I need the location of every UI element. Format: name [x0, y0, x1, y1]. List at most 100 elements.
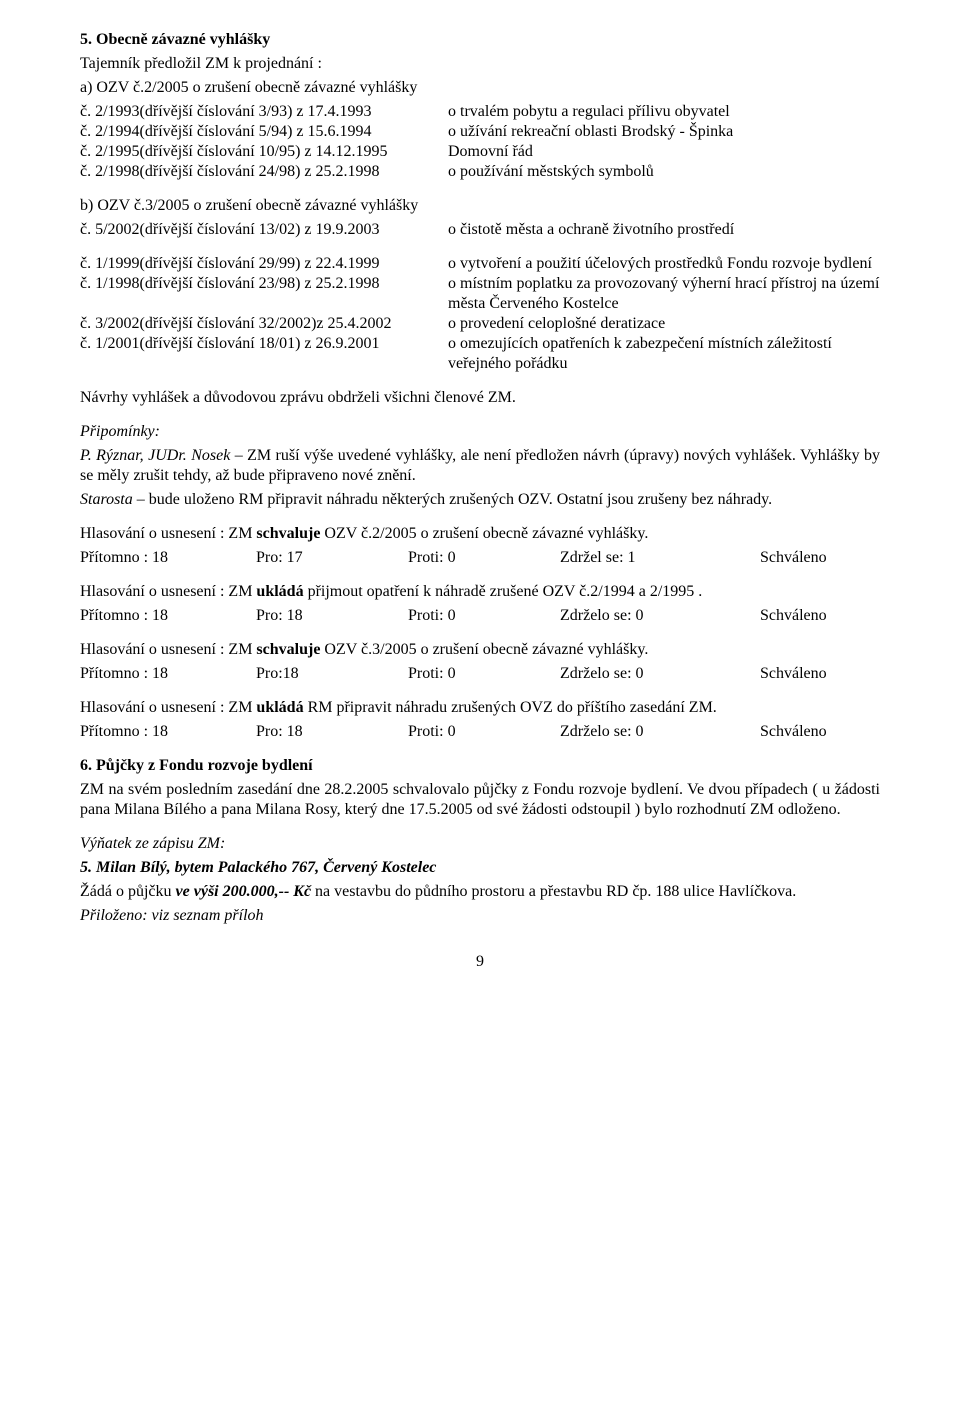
vote-suffix: OZV č.3/2005 o zrušení obecně závazné vy… [320, 641, 648, 658]
reg-cell-right: o čistotě města a ochraně životního pros… [448, 220, 880, 240]
reg-cell-left: č. 1/2001(dřívější číslování 18/01) z 26… [80, 334, 448, 374]
vote-for: Pro:18 [256, 664, 408, 684]
section-5: 5. Obecně závazné vyhlášky Tajemník před… [80, 30, 880, 374]
vote-action: ukládá [256, 699, 303, 716]
vote-suffix: OZV č.2/2005 o zrušení obecně závazné vy… [320, 525, 648, 542]
section-6-heading: 6. Půjčky z Fondu rozvoje bydlení [80, 756, 880, 776]
table-row: č. 2/1995(dřívější číslování 10/95) z 14… [80, 142, 880, 162]
vote-suffix: přijmout opatření k náhradě zrušené OZV … [304, 583, 703, 600]
reg-cell-right: Domovní řád [448, 142, 880, 162]
section-5-intro-2: a) OZV č.2/2005 o zrušení obecně závazné… [80, 78, 880, 98]
vote-present: Přítomno : 18 [80, 664, 256, 684]
section-5-intro-1: Tajemník předložil ZM k projednání : [80, 54, 880, 74]
vote-heading: Hlasování o usnesení : ZM ukládá přijmou… [80, 582, 880, 602]
vote-heading: Hlasování o usnesení : ZM ukládá RM přip… [80, 698, 880, 718]
votes-container: Hlasování o usnesení : ZM schvaluje OZV … [80, 524, 880, 742]
regulation-table-a: č. 2/1993(dřívější číslování 3/93) z 17.… [80, 102, 880, 182]
vote-table: Přítomno : 18Pro:18Proti: 0Zdrželo se: 0… [80, 664, 880, 684]
table-row: č. 1/1998(dřívější číslování 23/98) z 25… [80, 274, 880, 314]
vote-action: schvaluje [256, 641, 320, 658]
table-row: č. 1/2001(dřívější číslování 18/01) z 26… [80, 334, 880, 374]
vote-prefix: Hlasování o usnesení : ZM [80, 525, 256, 542]
vote-prefix: Hlasování o usnesení : ZM [80, 699, 256, 716]
reg-cell-right: o provedení celoplošné deratizace [448, 314, 880, 334]
reg-cell-left: č. 1/1998(dřívější číslování 23/98) z 25… [80, 274, 448, 314]
reg-cell-left: č. 2/1995(dřívější číslování 10/95) z 14… [80, 142, 448, 162]
vote-table: Přítomno : 18Pro: 18Proti: 0Zdrželo se: … [80, 722, 880, 742]
table-row: č. 3/2002(dřívější číslování 32/2002)z 2… [80, 314, 880, 334]
table-row: č. 1/1999(dřívější číslování 29/99) z 22… [80, 254, 880, 274]
reg-cell-left: č. 1/1999(dřívější číslování 29/99) z 22… [80, 254, 448, 274]
vote-abstain: Zdrželo se: 0 [560, 664, 760, 684]
vote-prefix: Hlasování o usnesení : ZM [80, 641, 256, 658]
vote-result: Schváleno [760, 548, 880, 568]
table-row: č. 5/2002(dřívější číslování 13/02) z 19… [80, 220, 880, 240]
loan-line: Žádá o půjčku ve výši 200.000,-- Kč na v… [80, 882, 880, 902]
loan-text-2: na vestavbu do půdního prostoru a přesta… [311, 883, 796, 900]
remarks-heading: Připomínky: [80, 422, 880, 442]
remarks-block: Připomínky: P. Rýznar, JUDr. Nosek – ZM … [80, 422, 880, 510]
reg-cell-right: o užívání rekreační oblasti Brodský - Šp… [448, 122, 880, 142]
vote-prefix: Hlasování o usnesení : ZM [80, 583, 256, 600]
vote-block: Hlasování o usnesení : ZM ukládá RM přip… [80, 698, 880, 742]
vote-action: ukládá [256, 583, 303, 600]
vote-result: Schváleno [760, 606, 880, 626]
reg-cell-left: č. 3/2002(dřívější číslování 32/2002)z 2… [80, 314, 448, 334]
vote-block: Hlasování o usnesení : ZM ukládá přijmou… [80, 582, 880, 626]
vote-for: Pro: 18 [256, 606, 408, 626]
regulation-table-c: č. 1/1999(dřívější číslování 29/99) z 22… [80, 254, 880, 374]
vote-heading: Hlasování o usnesení : ZM schvaluje OZV … [80, 524, 880, 544]
regulation-table-b: č. 5/2002(dřívější číslování 13/02) z 19… [80, 220, 880, 240]
reg-cell-right: o omezujících opatřeních k zabezpečení m… [448, 334, 880, 374]
section-5-intro-3: b) OZV č.3/2005 o zrušení obecně závazné… [80, 196, 880, 216]
vote-result: Schváleno [760, 664, 880, 684]
reg-cell-right: o používání městských symbolů [448, 162, 880, 182]
vote-result: Schváleno [760, 722, 880, 742]
vote-present: Přítomno : 18 [80, 722, 256, 742]
vote-table: Přítomno : 18Pro: 17Proti: 0Zdržel se: 1… [80, 548, 880, 568]
vote-abstain: Zdrželo se: 0 [560, 722, 760, 742]
vote-table: Přítomno : 18Pro: 18Proti: 0Zdrželo se: … [80, 606, 880, 626]
remarks-line-1: P. Rýznar, JUDr. Nosek – ZM ruší výše uv… [80, 446, 880, 486]
vote-abstain: Zdržel se: 1 [560, 548, 760, 568]
reg-cell-right: o vytvoření a použití účelových prostřed… [448, 254, 880, 274]
vote-against: Proti: 0 [408, 548, 560, 568]
vote-block: Hlasování o usnesení : ZM schvaluje OZV … [80, 640, 880, 684]
excerpt-heading: Výňatek ze zápisu ZM: [80, 834, 880, 854]
remarks-text-2: – bude uloženo RM připravit náhradu někt… [133, 491, 772, 508]
proposal-note: Návrhy vyhlášek a důvodovou zprávu obdrž… [80, 388, 880, 408]
loan-amount: ve výši 200.000,-- Kč [176, 883, 312, 900]
vote-present: Přítomno : 18 [80, 606, 256, 626]
vote-suffix: RM připravit náhradu zrušených OVZ do př… [304, 699, 717, 716]
vote-for: Pro: 18 [256, 722, 408, 742]
vote-heading: Hlasování o usnesení : ZM schvaluje OZV … [80, 640, 880, 660]
vote-against: Proti: 0 [408, 606, 560, 626]
table-row: č. 2/1993(dřívější číslování 3/93) z 17.… [80, 102, 880, 122]
reg-cell-left: č. 5/2002(dřívější číslování 13/02) z 19… [80, 220, 448, 240]
remarks-mayor: Starosta [80, 491, 133, 508]
reg-cell-left: č. 2/1998(dřívější číslování 24/98) z 25… [80, 162, 448, 182]
section-6-text: ZM na svém posledním zasedání dne 28.2.2… [80, 780, 880, 820]
reg-cell-right: o trvalém pobytu a regulaci přílivu obyv… [448, 102, 880, 122]
vote-for: Pro: 17 [256, 548, 408, 568]
vote-block: Hlasování o usnesení : ZM schvaluje OZV … [80, 524, 880, 568]
vote-abstain: Zdrželo se: 0 [560, 606, 760, 626]
excerpt-block: Výňatek ze zápisu ZM: 5. Milan Bílý, byt… [80, 834, 880, 926]
excerpt-applicant: 5. Milan Bílý, bytem Palackého 767, Červ… [80, 859, 436, 876]
vote-against: Proti: 0 [408, 722, 560, 742]
table-row: č. 2/1994(dřívější číslování 5/94) z 15.… [80, 122, 880, 142]
section-6: 6. Půjčky z Fondu rozvoje bydlení ZM na … [80, 756, 880, 820]
page-number: 9 [80, 952, 880, 972]
section-5-heading: 5. Obecně závazné vyhlášky [80, 30, 880, 50]
reg-cell-right: o místním poplatku za provozovaný výhern… [448, 274, 880, 314]
reg-cell-left: č. 2/1994(dřívější číslování 5/94) z 15.… [80, 122, 448, 142]
reg-cell-left: č. 2/1993(dřívější číslování 3/93) z 17.… [80, 102, 448, 122]
vote-against: Proti: 0 [408, 664, 560, 684]
remarks-line-2: Starosta – bude uloženo RM připravit náh… [80, 490, 880, 510]
table-row: č. 2/1998(dřívější číslování 24/98) z 25… [80, 162, 880, 182]
attachment-line: Přiloženo: viz seznam příloh [80, 906, 880, 926]
loan-text-1: Žádá o půjčku [80, 883, 176, 900]
vote-action: schvaluje [256, 525, 320, 542]
remarks-authors: P. Rýznar, JUDr. Nosek [80, 447, 230, 464]
vote-present: Přítomno : 18 [80, 548, 256, 568]
